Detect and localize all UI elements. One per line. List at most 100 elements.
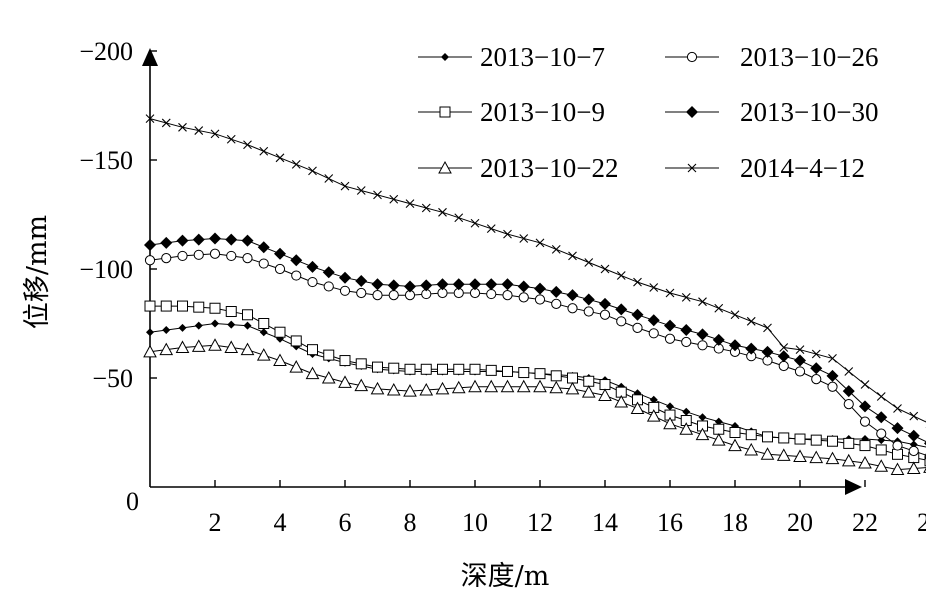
data-point [403, 384, 417, 397]
data-point [892, 440, 903, 451]
data-point [323, 281, 334, 292]
data-point [500, 379, 515, 393]
data-point [842, 385, 855, 398]
data-point [697, 340, 708, 351]
data-point [695, 427, 710, 441]
data-point [441, 53, 449, 61]
data-point [178, 323, 187, 332]
data-point [893, 404, 902, 413]
legend-label: 2014−4−12 [740, 153, 865, 183]
data-point [666, 402, 674, 411]
data-point [468, 379, 482, 393]
data-point [503, 229, 512, 239]
data-point [534, 368, 546, 380]
x-tick-label: 10 [462, 508, 488, 537]
data-point [908, 445, 919, 457]
data-point [176, 234, 189, 247]
legend-item: 2013−10−9 [418, 97, 605, 127]
data-point [372, 361, 383, 373]
data-point [843, 399, 854, 410]
data-point [258, 318, 270, 329]
data-point [663, 416, 677, 430]
data-point [439, 106, 451, 118]
data-point [194, 321, 203, 330]
data-point [259, 146, 269, 156]
data-point [177, 250, 188, 262]
data-point [874, 459, 889, 472]
data-point [860, 380, 870, 389]
data-point [306, 260, 319, 273]
data-point [778, 432, 790, 444]
data-point [712, 333, 725, 346]
data-point [273, 353, 287, 367]
data-point [386, 382, 401, 396]
data-point [728, 438, 742, 452]
data-point [388, 290, 399, 301]
data-point [484, 379, 499, 393]
data-point [811, 349, 821, 359]
data-point [566, 289, 579, 302]
data-point [420, 363, 432, 375]
data-point [161, 118, 171, 128]
y-axis-arrow-icon [142, 48, 158, 66]
data-point [421, 203, 431, 213]
x-tick-label: 8 [404, 508, 417, 537]
data-point [711, 433, 726, 446]
data-point [906, 461, 921, 474]
legend-item: 2013−10−22 [418, 153, 618, 183]
data-point [794, 433, 806, 445]
data-point [686, 106, 698, 118]
data-point [356, 287, 367, 299]
data-point [794, 366, 806, 377]
data-point [907, 429, 920, 442]
y-tick-label: −200 [79, 37, 133, 66]
data-point [257, 241, 270, 254]
data-point [291, 270, 302, 281]
data-point [730, 310, 740, 320]
data-point [875, 411, 888, 424]
data-point [632, 322, 643, 333]
data-point [665, 288, 675, 298]
data-point [209, 248, 221, 259]
data-point [290, 254, 303, 267]
x-tick-label: 18 [722, 508, 748, 537]
data-point [470, 218, 480, 228]
data-point [729, 339, 741, 352]
data-point [405, 199, 415, 208]
data-point [649, 283, 659, 292]
data-point [664, 319, 676, 332]
data-point [890, 462, 905, 476]
data-point [615, 303, 628, 316]
series-5 [144, 232, 926, 446]
data-point [502, 290, 513, 301]
data-point [844, 367, 854, 376]
data-point [599, 309, 611, 320]
data-point [681, 336, 692, 348]
data-point [435, 381, 450, 395]
series-2 [144, 300, 926, 467]
data-point [274, 263, 286, 275]
data-point [762, 431, 773, 443]
data-point [226, 250, 237, 262]
legend-item: 2013−10−26 [665, 42, 878, 72]
data-point [225, 233, 238, 246]
data-point [648, 328, 659, 339]
legend-item: 2014−4−12 [665, 153, 865, 183]
data-point [534, 294, 546, 305]
data-point [324, 174, 334, 183]
data-point [795, 345, 805, 355]
data-point [746, 316, 756, 326]
data-point [581, 385, 596, 398]
data-point [745, 342, 758, 355]
data-point [144, 239, 156, 252]
data-point [698, 413, 707, 422]
data-point [582, 293, 595, 306]
data-point [451, 380, 466, 394]
series-1 [146, 319, 926, 449]
data-point [859, 416, 871, 427]
data-point [696, 328, 709, 341]
data-point [876, 428, 887, 439]
axes: 2468101214161820222426280−50−100−150−200 [79, 37, 926, 537]
data-point [646, 409, 661, 422]
legend-label: 2013−10−30 [740, 97, 878, 127]
